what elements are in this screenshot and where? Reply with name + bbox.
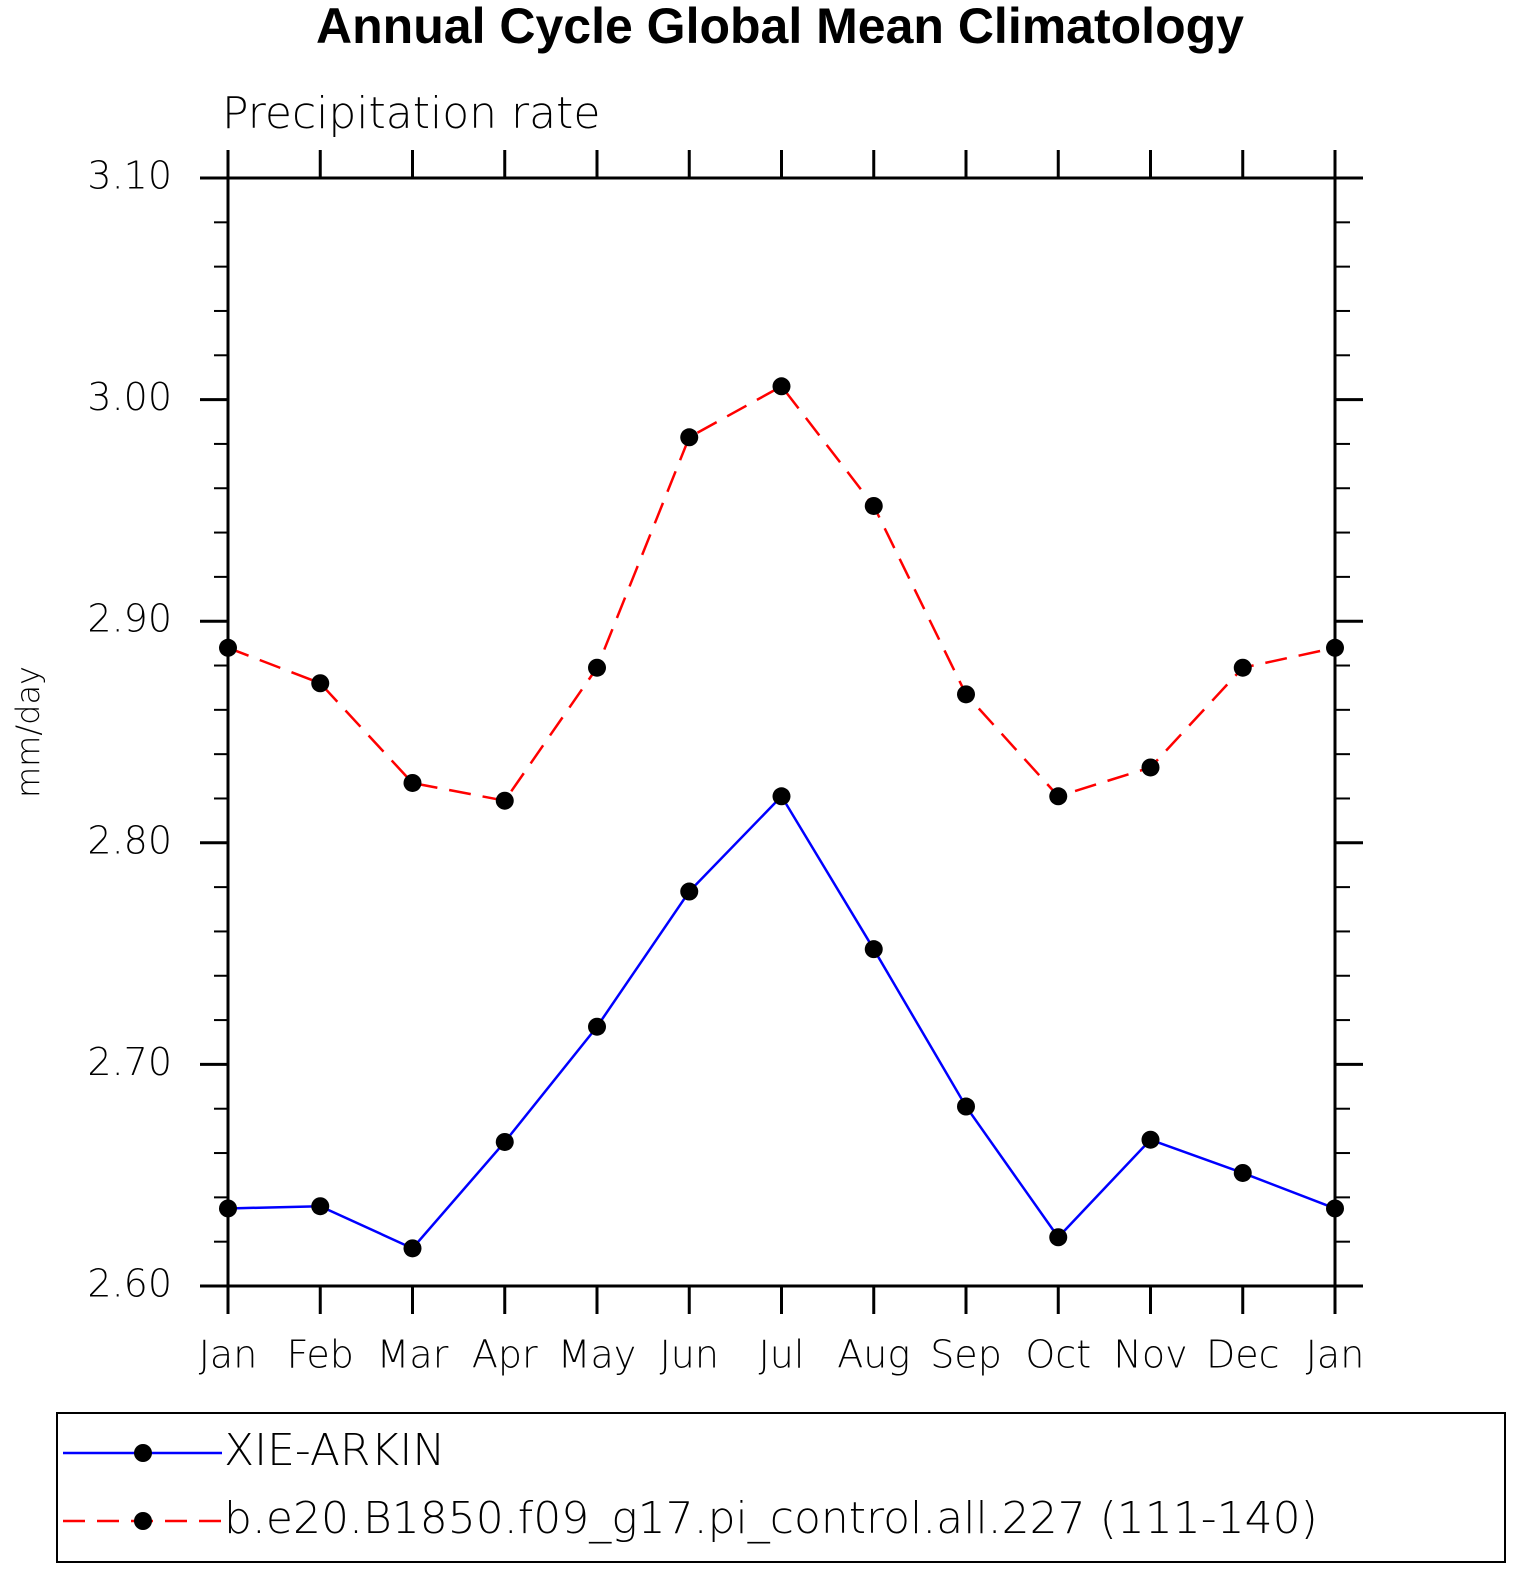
x-tick-label: Jun: [660, 1333, 719, 1377]
x-tick-label: Jan: [199, 1333, 258, 1377]
x-tick-label: May: [558, 1333, 637, 1377]
legend-box: [56, 1412, 1506, 1563]
point: [864, 940, 883, 959]
point: [957, 1097, 975, 1116]
point: [1326, 638, 1344, 657]
x-tick-label: Apr: [472, 1333, 538, 1377]
y-axis-label: mm/day: [9, 666, 47, 798]
y-tick-label: 2.90: [87, 597, 172, 641]
point: [495, 791, 514, 810]
point: [1233, 1163, 1252, 1182]
point: [219, 1199, 237, 1218]
point: [680, 428, 699, 447]
x-tick-label: Feb: [287, 1333, 354, 1377]
point: [957, 685, 975, 704]
x-tick-label: Aug: [837, 1333, 910, 1377]
point: [864, 496, 883, 515]
point: [403, 1239, 422, 1258]
x-tick-label: Jul: [759, 1333, 805, 1377]
legend-marker: [134, 1512, 152, 1530]
point: [495, 1132, 514, 1151]
legend-marker: [134, 1444, 152, 1462]
y-tick-label: 2.80: [87, 818, 172, 862]
x-tick-label: Nov: [1113, 1333, 1187, 1377]
y-tick-label: 2.70: [87, 1040, 172, 1084]
y-tick-label: 2.60: [87, 1262, 172, 1306]
y-tick-label: 3.00: [87, 375, 172, 419]
point: [403, 773, 422, 792]
legend-label: b.e20.B1850.f09_g17.pi_control.all.227 (…: [224, 1493, 1318, 1544]
point: [219, 638, 237, 657]
x-tick-label: Sep: [930, 1333, 1002, 1377]
point: [1049, 787, 1068, 806]
series-line: [227, 384, 1336, 803]
point: [680, 882, 699, 901]
subtitle: Precipitation rate: [222, 88, 600, 139]
point: [311, 1197, 330, 1216]
x-tick-label: Dec: [1206, 1333, 1280, 1377]
y-tick-label: 3.10: [87, 154, 172, 198]
point: [588, 1017, 606, 1036]
point: [1233, 658, 1252, 677]
point: [588, 658, 606, 677]
legend-label: XIE-ARKIN: [224, 1425, 445, 1476]
point: [1049, 1228, 1068, 1247]
point: [772, 787, 791, 806]
point: [772, 377, 791, 396]
point: [1141, 1130, 1160, 1149]
x-tick-label: Mar: [377, 1333, 449, 1377]
x-tick-label: Jan: [1306, 1333, 1365, 1377]
plot-frame: [226, 176, 1337, 1288]
point: [1141, 758, 1160, 777]
x-tick-label: Oct: [1025, 1333, 1091, 1377]
chart-title: Annual Cycle Global Mean Climatology: [316, 0, 1244, 54]
series-line: [227, 794, 1336, 1250]
point: [1326, 1199, 1344, 1218]
point: [311, 674, 330, 693]
